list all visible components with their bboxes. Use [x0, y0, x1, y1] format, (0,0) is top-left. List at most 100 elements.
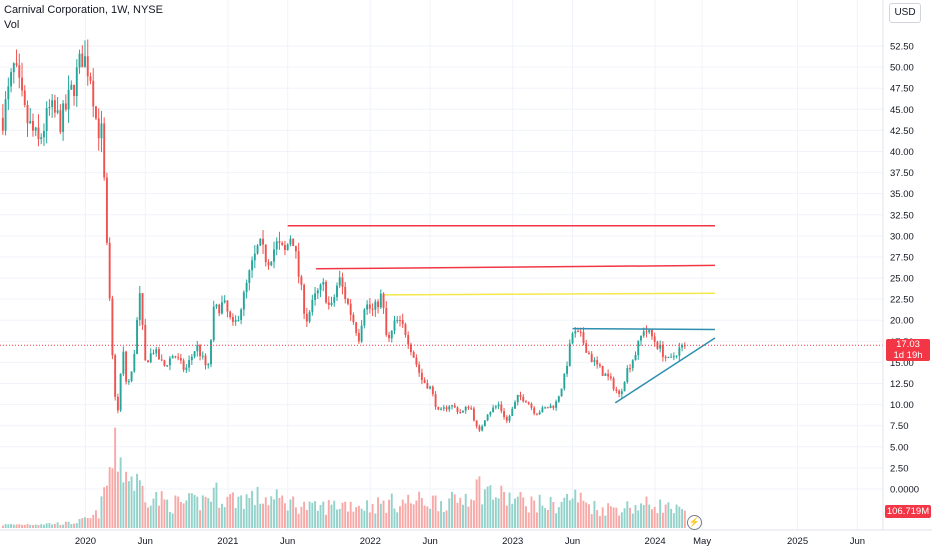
volume-bar: [147, 507, 149, 528]
volume-bar: [412, 504, 415, 528]
candle-body: [609, 376, 612, 379]
volume-bar: [210, 501, 212, 528]
currency-button[interactable]: USD: [889, 3, 921, 23]
volume-bar: [448, 498, 451, 528]
volume-bar: [95, 510, 97, 528]
grid: [0, 0, 883, 530]
candle-body: [78, 53, 81, 68]
volume-bar: [645, 496, 648, 528]
candle-body: [355, 322, 358, 333]
volume-legend[interactable]: Vol: [4, 19, 20, 31]
candle-body: [327, 302, 330, 305]
volume-bar: [683, 510, 686, 528]
candle-body: [119, 373, 122, 411]
volume-bar: [34, 524, 37, 528]
candle-body: [256, 245, 259, 254]
candle-body: [667, 356, 670, 358]
candle-body: [163, 360, 166, 366]
candle-body: [533, 407, 536, 414]
volume-bar: [346, 511, 349, 528]
volume-bar: [352, 511, 355, 528]
lightning-icon[interactable]: ⚡: [687, 515, 702, 530]
candle-body: [138, 293, 141, 320]
candle-body: [177, 357, 180, 359]
candle-body: [538, 412, 541, 415]
candle-body: [108, 242, 111, 299]
candle-body: [664, 356, 667, 358]
volume-bar: [563, 497, 566, 528]
symbol-title[interactable]: Carnival Corporation, 1W, NYSE: [4, 4, 163, 16]
candle-body: [122, 351, 125, 374]
volume-bar: [409, 503, 412, 528]
candles: [1, 39, 686, 433]
candle-body: [541, 407, 544, 413]
volume-bar: [125, 471, 128, 528]
volume-bar: [122, 482, 125, 528]
candle-body: [563, 373, 566, 389]
candle-body: [360, 325, 363, 342]
candle-body: [12, 63, 15, 73]
volume-bar: [330, 504, 333, 528]
volume-bars: [1, 427, 686, 528]
volume-bar: [196, 496, 199, 528]
volume-bar: [259, 503, 262, 528]
volume-bar: [505, 505, 508, 528]
candle-body: [511, 408, 514, 416]
price-tick: 0.0000: [890, 485, 919, 496]
candle-body: [596, 360, 599, 365]
volume-bar: [577, 502, 579, 528]
candle-body: [374, 301, 377, 310]
volume-bar: [51, 524, 54, 528]
candle-body: [251, 260, 254, 271]
candle-body: [618, 390, 621, 394]
price-tick: 7.50: [890, 421, 909, 432]
candle-body: [23, 90, 26, 105]
candle-body: [629, 368, 631, 370]
volume-bar: [218, 507, 221, 528]
candle-body: [245, 282, 248, 293]
volume-bar: [327, 500, 330, 528]
horizontal-line-red: [316, 264, 715, 270]
volume-bar: [18, 524, 21, 528]
candle-body: [193, 351, 196, 357]
candle-body: [571, 333, 574, 344]
volume-bar: [160, 491, 163, 528]
trend-line-blue: [572, 327, 715, 331]
volume-bar: [442, 512, 445, 528]
drawings: [287, 224, 716, 404]
volume-bar: [234, 508, 237, 528]
candle-body: [18, 65, 21, 78]
volume-bar: [637, 510, 640, 528]
volume-bar: [440, 501, 443, 528]
volume-bar: [182, 503, 185, 528]
candle-body: [311, 299, 314, 313]
candle-body: [42, 131, 45, 138]
volume-bar: [585, 502, 588, 528]
volume-bar: [141, 485, 144, 528]
candle-body: [322, 282, 325, 285]
volume-bar: [289, 499, 292, 528]
volume-bar: [552, 502, 555, 528]
candle-body: [604, 373, 607, 376]
volume-bar: [538, 494, 541, 528]
candle-body: [278, 241, 281, 243]
volume-bar: [590, 514, 593, 528]
candle-body: [201, 355, 204, 357]
volume-bar: [48, 523, 51, 528]
candle-body: [409, 344, 412, 352]
candle-body: [179, 357, 182, 361]
candle-body: [442, 407, 445, 409]
volume-bar: [253, 505, 256, 528]
price-tick: 32.50: [890, 210, 914, 221]
candle-body: [97, 118, 100, 139]
candle-body: [500, 404, 503, 412]
candle-body: [577, 331, 579, 333]
candle-body: [70, 84, 73, 90]
volume-bar: [67, 521, 70, 528]
candle-body: [634, 355, 637, 361]
candle-body: [168, 358, 171, 366]
candle-body: [158, 349, 160, 360]
volume-bar: [70, 524, 73, 528]
volume-bar: [59, 524, 62, 528]
